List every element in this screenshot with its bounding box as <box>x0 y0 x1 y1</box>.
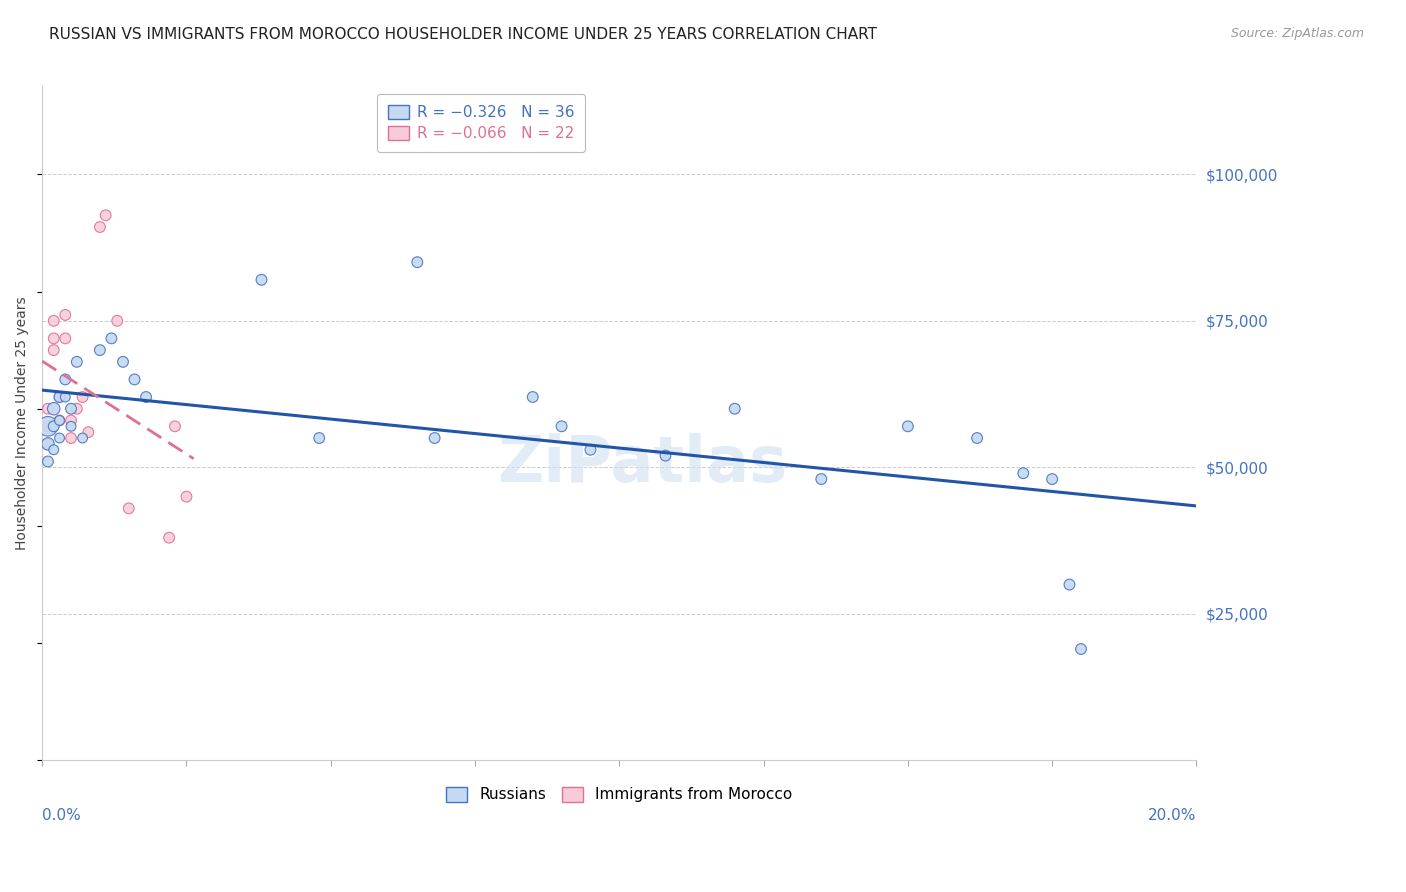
Y-axis label: Householder Income Under 25 years: Householder Income Under 25 years <box>15 296 30 550</box>
Point <box>135 390 157 404</box>
Point <box>53 390 76 404</box>
Text: 0.0%: 0.0% <box>42 807 82 822</box>
Point <box>423 431 446 445</box>
Point <box>308 431 330 445</box>
Point <box>53 308 76 322</box>
Point <box>105 314 128 328</box>
Point <box>42 343 65 358</box>
Point <box>118 501 141 516</box>
Point <box>94 208 117 222</box>
Point <box>1012 466 1035 480</box>
Point <box>48 390 70 404</box>
Point <box>48 431 70 445</box>
Point <box>966 431 988 445</box>
Text: RUSSIAN VS IMMIGRANTS FROM MOROCCO HOUSEHOLDER INCOME UNDER 25 YEARS CORRELATION: RUSSIAN VS IMMIGRANTS FROM MOROCCO HOUSE… <box>49 27 877 42</box>
Point <box>37 419 59 434</box>
Point <box>42 331 65 345</box>
Point <box>250 273 273 287</box>
Point <box>37 419 59 434</box>
Point <box>60 413 83 427</box>
Point <box>1070 642 1092 657</box>
Point <box>72 390 94 404</box>
Point <box>77 425 100 439</box>
Point <box>42 401 65 416</box>
Point <box>60 419 83 434</box>
Point <box>550 419 572 434</box>
Point <box>53 372 76 386</box>
Point <box>522 390 544 404</box>
Point <box>48 413 70 427</box>
Point <box>1059 577 1081 591</box>
Point <box>72 431 94 445</box>
Point <box>111 355 134 369</box>
Point <box>1040 472 1063 486</box>
Point <box>124 372 146 386</box>
Point <box>53 331 76 345</box>
Point <box>42 314 65 328</box>
Point <box>897 419 920 434</box>
Point <box>42 442 65 457</box>
Point <box>37 437 59 451</box>
Text: Source: ZipAtlas.com: Source: ZipAtlas.com <box>1230 27 1364 40</box>
Point <box>810 472 832 486</box>
Point <box>37 454 59 468</box>
Point <box>60 401 83 416</box>
Point <box>654 449 676 463</box>
Point <box>100 331 122 345</box>
Point <box>89 220 111 235</box>
Point <box>724 401 747 416</box>
Legend: Russians, Immigrants from Morocco: Russians, Immigrants from Morocco <box>439 780 800 810</box>
Point <box>48 413 70 427</box>
Point <box>176 490 198 504</box>
Point <box>579 442 602 457</box>
Point <box>163 419 186 434</box>
Text: 20.0%: 20.0% <box>1149 807 1197 822</box>
Point <box>37 401 59 416</box>
Point <box>37 437 59 451</box>
Point <box>42 419 65 434</box>
Point <box>157 531 180 545</box>
Point <box>60 431 83 445</box>
Point <box>48 390 70 404</box>
Point <box>406 255 429 269</box>
Text: ZiPatlas: ZiPatlas <box>498 433 787 495</box>
Point <box>89 343 111 358</box>
Point <box>66 401 89 416</box>
Point <box>66 355 89 369</box>
